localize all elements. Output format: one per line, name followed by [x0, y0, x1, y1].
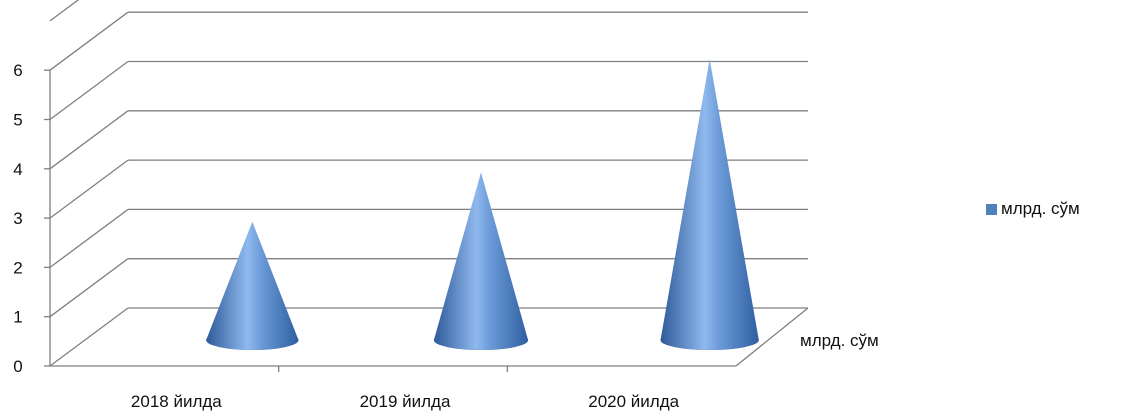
category-label: 2018 йилда: [131, 392, 222, 411]
y-tick-labels: 0 1 2 3 4 5 6: [13, 61, 50, 376]
y-tick-label: 3: [13, 209, 22, 228]
gridline-side: [49, 208, 129, 268]
legend-swatch: [986, 203, 997, 215]
gridline-side: [49, 0, 80, 22]
legend-label: млрд. сўм: [1001, 199, 1080, 218]
y-tick-label: 1: [13, 308, 22, 327]
y-tick-label: 4: [13, 160, 22, 179]
y-tick-label: 5: [13, 111, 22, 130]
cone-3: [660, 58, 759, 351]
gridline-side: [49, 110, 129, 170]
cones: [206, 58, 759, 351]
floor-right-edge: [735, 307, 809, 367]
legend: млрд. сўм: [986, 199, 1080, 219]
cone-1: [206, 221, 299, 350]
y-tick-label: 6: [13, 61, 22, 80]
depth-axis-label: млрд. сўм: [800, 331, 879, 350]
cone-body: [206, 221, 299, 350]
cone-2: [433, 172, 529, 350]
gridline-side: [49, 307, 129, 367]
gridline-side: [49, 258, 129, 318]
category-label: 2019 йилда: [360, 392, 451, 411]
gridline-side: [49, 60, 129, 121]
category-labels: 2018 йилда 2019 йилда 2020 йилда: [131, 392, 680, 411]
cone-body: [660, 58, 759, 351]
gridline-side: [49, 159, 129, 219]
y-tick-label: 0: [13, 357, 22, 376]
gridline-side: [49, 11, 129, 71]
cone-body: [433, 172, 529, 350]
category-label: 2020 йилда: [588, 392, 679, 411]
y-tick-label: 2: [13, 258, 22, 277]
